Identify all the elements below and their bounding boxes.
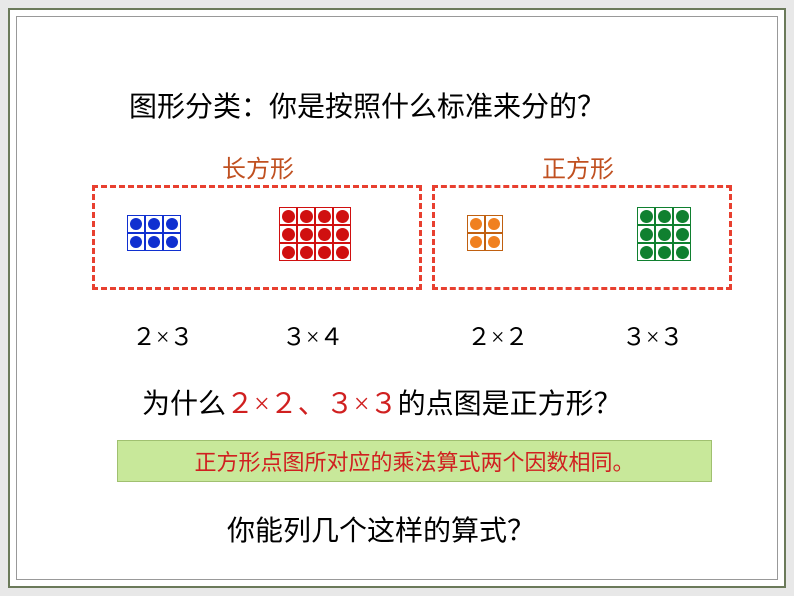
dot-icon xyxy=(676,210,689,223)
expr-3x4: ３×４ xyxy=(282,317,344,352)
dot-icon xyxy=(300,228,313,241)
dot-icon xyxy=(318,210,331,223)
dot-cell xyxy=(145,233,163,251)
dot-cell xyxy=(673,225,691,243)
dot-icon xyxy=(318,228,331,241)
dot-icon xyxy=(282,210,295,223)
dot-icon xyxy=(640,246,653,259)
dot-cell xyxy=(163,215,181,233)
dot-cell xyxy=(655,243,673,261)
dot-icon xyxy=(336,210,349,223)
dot-cell xyxy=(673,243,691,261)
dot-icon xyxy=(166,218,178,230)
dot-cell xyxy=(127,233,145,251)
label-rectangle: 长方形 xyxy=(222,149,294,184)
dot-icon xyxy=(300,246,313,259)
dot-icon xyxy=(282,228,295,241)
dot-icon xyxy=(658,246,671,259)
dot-icon xyxy=(658,210,671,223)
dot-cell xyxy=(485,215,503,233)
dot-cell xyxy=(655,207,673,225)
expr-2x2: ２×２ xyxy=(467,317,529,352)
inner-frame: 图形分类：你是按照什么标准来分的？ 长方形 正方形 ２×３ ３×４ ２×２ ３×… xyxy=(16,16,778,580)
q2-suffix: 的点图是正方形？ xyxy=(398,389,622,420)
dot-icon xyxy=(148,218,160,230)
dot-icon xyxy=(470,236,482,248)
dot-cell xyxy=(279,225,297,243)
dot-cell xyxy=(467,215,485,233)
dot-icon xyxy=(300,210,313,223)
question-list-more: 你能列几个这样的算式？ xyxy=(227,509,535,549)
dot-cell xyxy=(315,225,333,243)
dot-icon xyxy=(640,210,653,223)
dot-cell xyxy=(333,207,351,225)
dot-cell xyxy=(333,225,351,243)
dot-cell xyxy=(637,207,655,225)
dot-icon xyxy=(676,246,689,259)
dot-cell xyxy=(637,225,655,243)
dot-cell xyxy=(485,233,503,251)
dot-cell xyxy=(297,243,315,261)
dot-icon xyxy=(318,246,331,259)
question-why-square: 为什么２×２、３×３的点图是正方形？ xyxy=(142,382,622,422)
answer-text: 正方形点图所对应的乘法算式两个因数相同。 xyxy=(194,445,634,477)
dot-cell xyxy=(127,215,145,233)
dot-icon xyxy=(470,218,482,230)
dot-cell xyxy=(315,243,333,261)
dot-icon xyxy=(488,218,500,230)
dot-icon xyxy=(166,236,178,248)
dot-cell xyxy=(297,225,315,243)
dot-cell xyxy=(279,243,297,261)
main-title: 图形分类：你是按照什么标准来分的？ xyxy=(129,85,605,125)
dot-grid-2x3 xyxy=(127,215,181,251)
dot-cell xyxy=(467,233,485,251)
dot-icon xyxy=(336,246,349,259)
dot-grid-3x4 xyxy=(279,207,351,261)
expr-3x3: ３×３ xyxy=(622,317,684,352)
dot-cell xyxy=(163,233,181,251)
dot-cell xyxy=(297,207,315,225)
dot-icon xyxy=(336,228,349,241)
dot-icon xyxy=(676,228,689,241)
dot-grid-3x3 xyxy=(637,207,691,261)
dot-icon xyxy=(640,228,653,241)
dot-cell xyxy=(637,243,655,261)
dot-cell xyxy=(145,215,163,233)
label-square: 正方形 xyxy=(542,149,614,184)
dot-icon xyxy=(130,218,142,230)
dot-icon xyxy=(658,228,671,241)
dot-cell xyxy=(315,207,333,225)
dot-cell xyxy=(655,225,673,243)
dot-icon xyxy=(488,236,500,248)
q2-expressions: ２×２、３×３ xyxy=(226,389,398,420)
dot-icon xyxy=(148,236,160,248)
answer-highlight: 正方形点图所对应的乘法算式两个因数相同。 xyxy=(117,440,712,482)
expr-2x3: ２×３ xyxy=(132,317,194,352)
dot-cell xyxy=(333,243,351,261)
dot-cell xyxy=(279,207,297,225)
dot-icon xyxy=(282,246,295,259)
dot-cell xyxy=(673,207,691,225)
dot-grid-2x2 xyxy=(467,215,503,251)
dot-icon xyxy=(130,236,142,248)
slide-frame: 图形分类：你是按照什么标准来分的？ 长方形 正方形 ２×３ ３×４ ２×２ ３×… xyxy=(8,8,786,588)
q2-prefix: 为什么 xyxy=(142,389,226,420)
